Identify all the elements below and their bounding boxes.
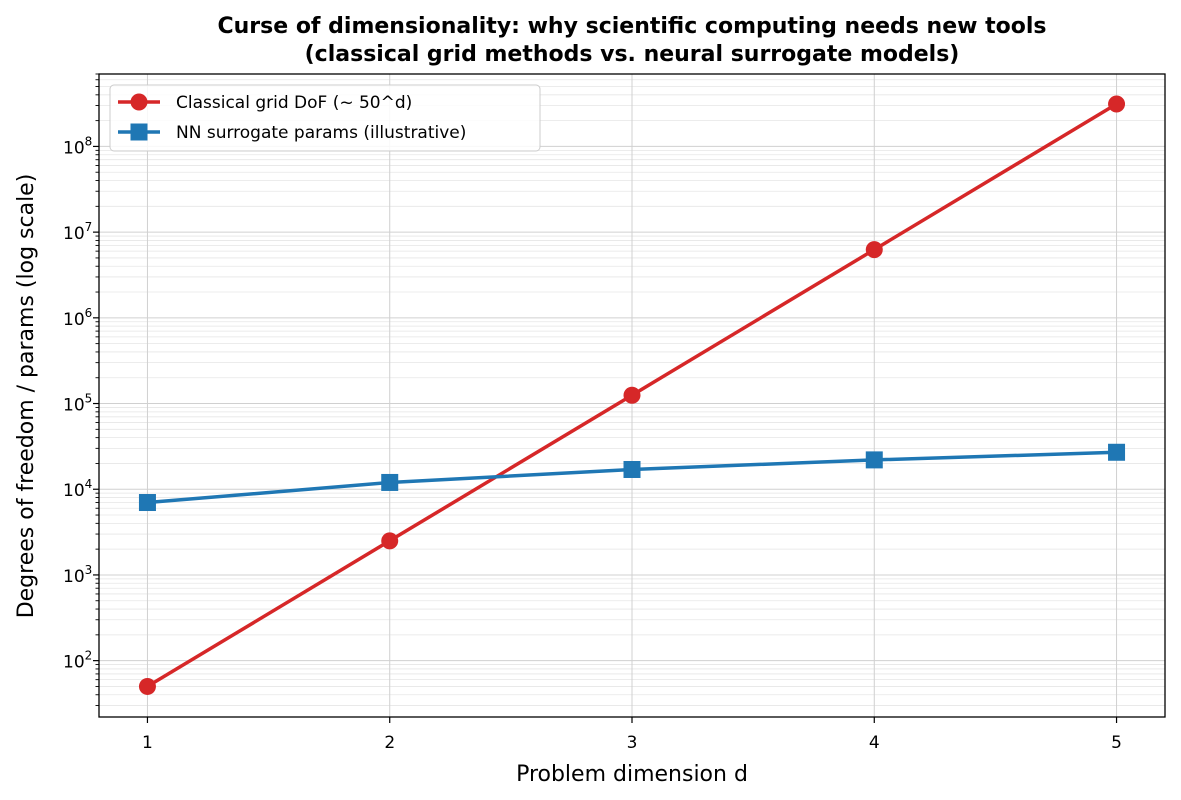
data-point-circle: [381, 532, 399, 550]
data-point-square: [623, 460, 641, 478]
x-tick-label: 3: [627, 733, 638, 753]
data-point-square: [865, 451, 883, 469]
data-point-circle: [138, 677, 156, 695]
legend-label: Classical grid DoF (~ 50^d): [176, 93, 412, 113]
y-tick-label: 102: [63, 649, 92, 673]
data-point-circle: [623, 386, 641, 404]
x-axis-label: Problem dimension d: [516, 762, 748, 787]
legend-box: [109, 84, 541, 152]
y-tick-label: 107: [63, 220, 92, 244]
y-tick-label: 104: [63, 477, 92, 501]
data-point-square: [381, 473, 399, 491]
y-tick-label: 106: [63, 306, 92, 330]
legend-label: NN surrogate params (illustrative): [176, 123, 466, 143]
grid: [99, 73, 1165, 717]
chart-subtitle: (classical grid methods vs. neural surro…: [305, 42, 960, 67]
x-tick-label: 2: [384, 733, 395, 753]
legend-marker-circle: [130, 93, 148, 111]
y-tick-label: 105: [63, 392, 92, 416]
plot-series: [138, 95, 1126, 695]
x-tick-label: 5: [1111, 733, 1122, 753]
chart-title: Curse of dimensionality: why scientific …: [217, 14, 1046, 39]
data-point-square: [138, 494, 156, 512]
legend-marker-square: [130, 123, 148, 141]
legend: Classical grid DoF (~ 50^d) NN surrogate …: [109, 84, 541, 152]
x-tick-label: 4: [869, 733, 880, 753]
y-axis-label: Degrees of freedom / params (log scale): [14, 174, 39, 619]
data-point-square: [1108, 443, 1126, 461]
data-point-circle: [1108, 95, 1126, 113]
y-tick-label: 108: [63, 134, 92, 158]
data-point-circle: [865, 241, 883, 259]
axis-ticks: 102 103 104 105 106 107 108 1 2 3 4 5: [63, 73, 1122, 753]
x-tick-label: 1: [142, 733, 153, 753]
y-tick-label: 103: [63, 563, 92, 587]
